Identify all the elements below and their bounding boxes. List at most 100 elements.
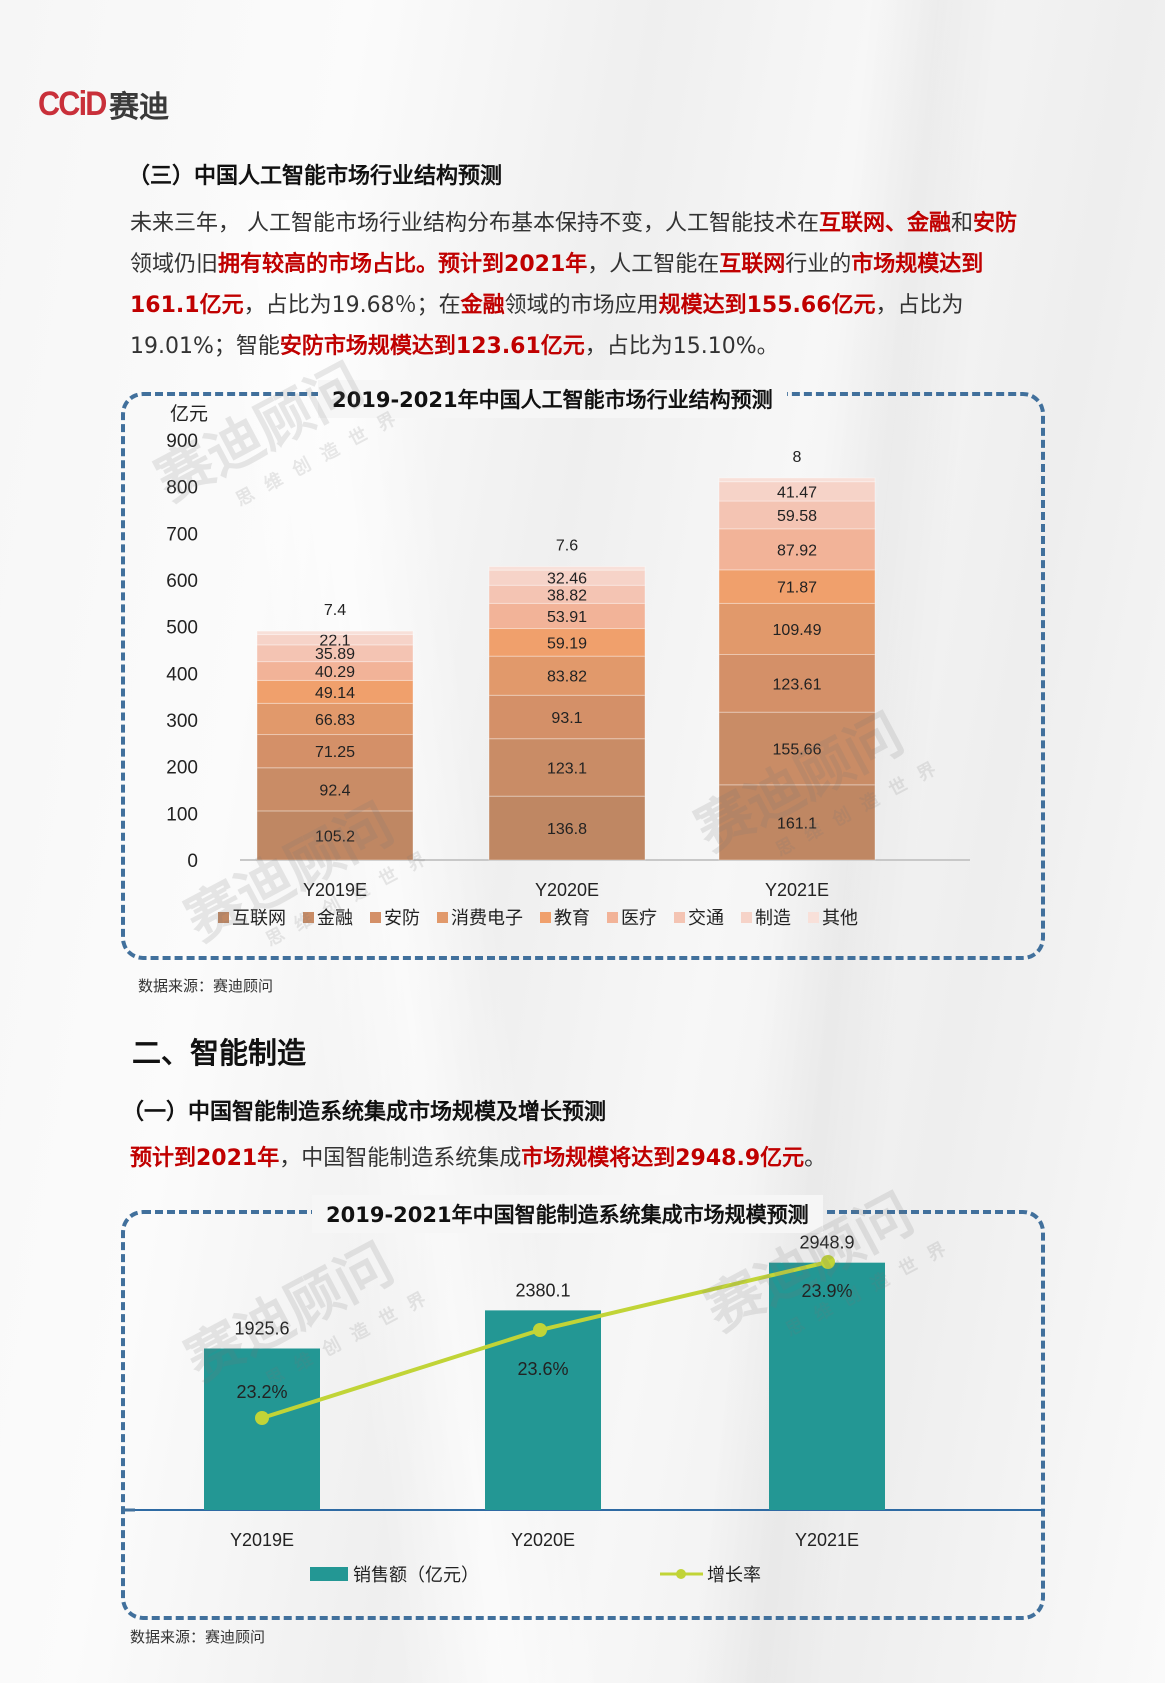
bar [769,1262,885,1510]
bar-segment [718,602,876,655]
svg-text:销售额（亿元）: 销售额（亿元） [353,1565,479,1585]
body-text: ，中国智能制造系统集成 [279,1146,522,1171]
data-label: 41.47 [777,484,817,501]
bar-segment [488,655,646,696]
y-tick-label: 100 [166,804,198,825]
bar-line-chart-system-integration: 1925.6 Y2019E 2380.1 Y2020E 2948.9 Y2021E 23.2… [125,1233,1045,1585]
x-tick-label: Y2019E [303,880,367,900]
bar-segment [256,767,414,812]
highlight-text: 预计到2021年 [130,1146,280,1171]
data-label: 38.82 [547,587,587,604]
bar [485,1310,601,1510]
bar-segment [488,795,646,861]
logo-latin: CCiD [38,84,107,123]
svg-text:医疗: 医疗 [621,908,657,928]
legend-item-sales: 销售额（亿元） [310,1565,479,1585]
x-tick-label: Y2021E [765,880,829,900]
data-source-note-2: 数据来源：赛迪顾问 [130,1628,266,1646]
bar [204,1348,320,1510]
y-tick-label: 900 [166,431,198,452]
growth-marker [821,1255,835,1269]
data-label: 161.1 [777,815,817,832]
bar-segment [488,738,646,797]
data-label: 123.61 [773,676,822,693]
highlight-text: 拥有较高的市场占比。预计到2021年 [218,252,588,277]
legend-item: 其他 [808,908,858,928]
data-label: 71.25 [315,744,355,761]
highlight-text: 市场规模将达到2948.9亿元 [521,1146,805,1171]
bar-segment [718,653,876,713]
highlight-text: 安防 [973,211,1018,236]
growth-marker [533,1323,547,1337]
ai-structure-paragraph: 未来三年， 人工智能市场行业结构分布基本保持不变，人工智能技术在互联网、金融和安… [130,203,1030,367]
body-text: ，占比为19.01%；智能 [130,293,964,359]
legend-item: 消费电子 [437,908,523,928]
body-text: 领域的市场应用 [504,293,659,318]
data-label: 136.8 [547,821,587,838]
legend-item: 医疗 [607,908,657,928]
highlight-text: 规模达到155.66亿元 [658,293,876,318]
bar-segment [488,602,646,630]
body-text: ，人工智能在 [587,252,720,277]
data-label: 7.4 [324,602,346,619]
bar-segment [718,528,876,571]
svg-text:教育: 教育 [554,908,590,928]
section-heading-intelligent-manufacturing: 二、智能制造 [132,1036,307,1070]
body-text: ，占比为15.10%。 [584,334,779,359]
x-tick-label: Y2021E [795,1530,859,1550]
highlight-text: 金融 [460,293,505,318]
growth-marker [255,1411,269,1425]
body-text: 和 [951,211,974,236]
y-axis-unit: 亿元 [170,403,208,425]
y-tick-label: 0 [187,851,198,872]
chart-title-system-integration: 2019-2021年中国智能制造系统集成市场规模预测 [312,1195,823,1233]
body-text: 领域仍旧 [130,252,219,277]
body-text: ，占比为19.68％；在 [243,293,461,318]
svg-text:交通: 交通 [688,908,724,928]
svg-text:金融: 金融 [317,908,353,928]
data-label: 71.87 [777,580,817,597]
data-label: 40.29 [315,664,355,681]
section-heading-ai-structure: （三）中国人工智能市场行业结构预测 [128,164,503,189]
bar-segment [256,810,414,861]
data-label: 155.66 [773,741,822,758]
data-label: 49.14 [315,685,355,702]
data-label: 59.58 [777,508,817,525]
data-label: 35.89 [315,646,355,663]
growth-rate-label: 23.6% [517,1359,568,1379]
data-label: 32.46 [547,571,587,588]
y-tick-label: 600 [166,571,198,592]
data-label: 22.1 [319,633,350,650]
data-label: 66.83 [315,712,355,729]
bar-segment [718,711,876,786]
y-tick-label: 500 [166,618,198,639]
y-tick-label: 700 [166,524,198,545]
highlight-text: 市场规模达到161.1亿元 [130,252,984,318]
body-text: 未来三年， 人工智能市场行业结构分布基本保持不变，人工智能技术在 [130,211,819,236]
ccid-logo: CCiD 赛迪 [38,84,170,126]
x-tick-label: Y2020E [535,880,599,900]
bar-segment [256,734,414,769]
data-label: 92.4 [319,782,350,799]
growth-rate-label: 23.2% [236,1382,287,1402]
svg-text:增长率: 增长率 [707,1565,761,1585]
data-label: 123.1 [547,760,587,777]
svg-text:互联网: 互联网 [232,908,286,928]
bar-segment [718,500,876,530]
svg-text:安防: 安防 [384,908,420,928]
body-text: 。 [804,1146,827,1171]
growth-rate-label: 23.9% [801,1281,852,1301]
data-label: 87.92 [777,542,817,559]
highlight-text: 互联网、金融 [819,211,952,236]
svg-text:制造: 制造 [755,908,791,928]
data-source-note: 数据来源：赛迪顾问 [138,977,274,995]
chart-title-ai-structure: 2019-2021年中国人工智能市场行业结构预测 [318,380,787,418]
subsection-heading-system-integration: （一）中国智能制造系统集成市场规模及增长预测 [122,1100,607,1125]
data-label: 109.49 [773,622,822,639]
bar-segment [256,702,414,736]
body-text: 行业的 [785,252,852,277]
y-tick-label: 400 [166,664,198,685]
bar-segment [256,630,414,636]
svg-text:其他: 其他 [822,908,858,928]
logo-chinese: 赛迪 [109,90,170,125]
